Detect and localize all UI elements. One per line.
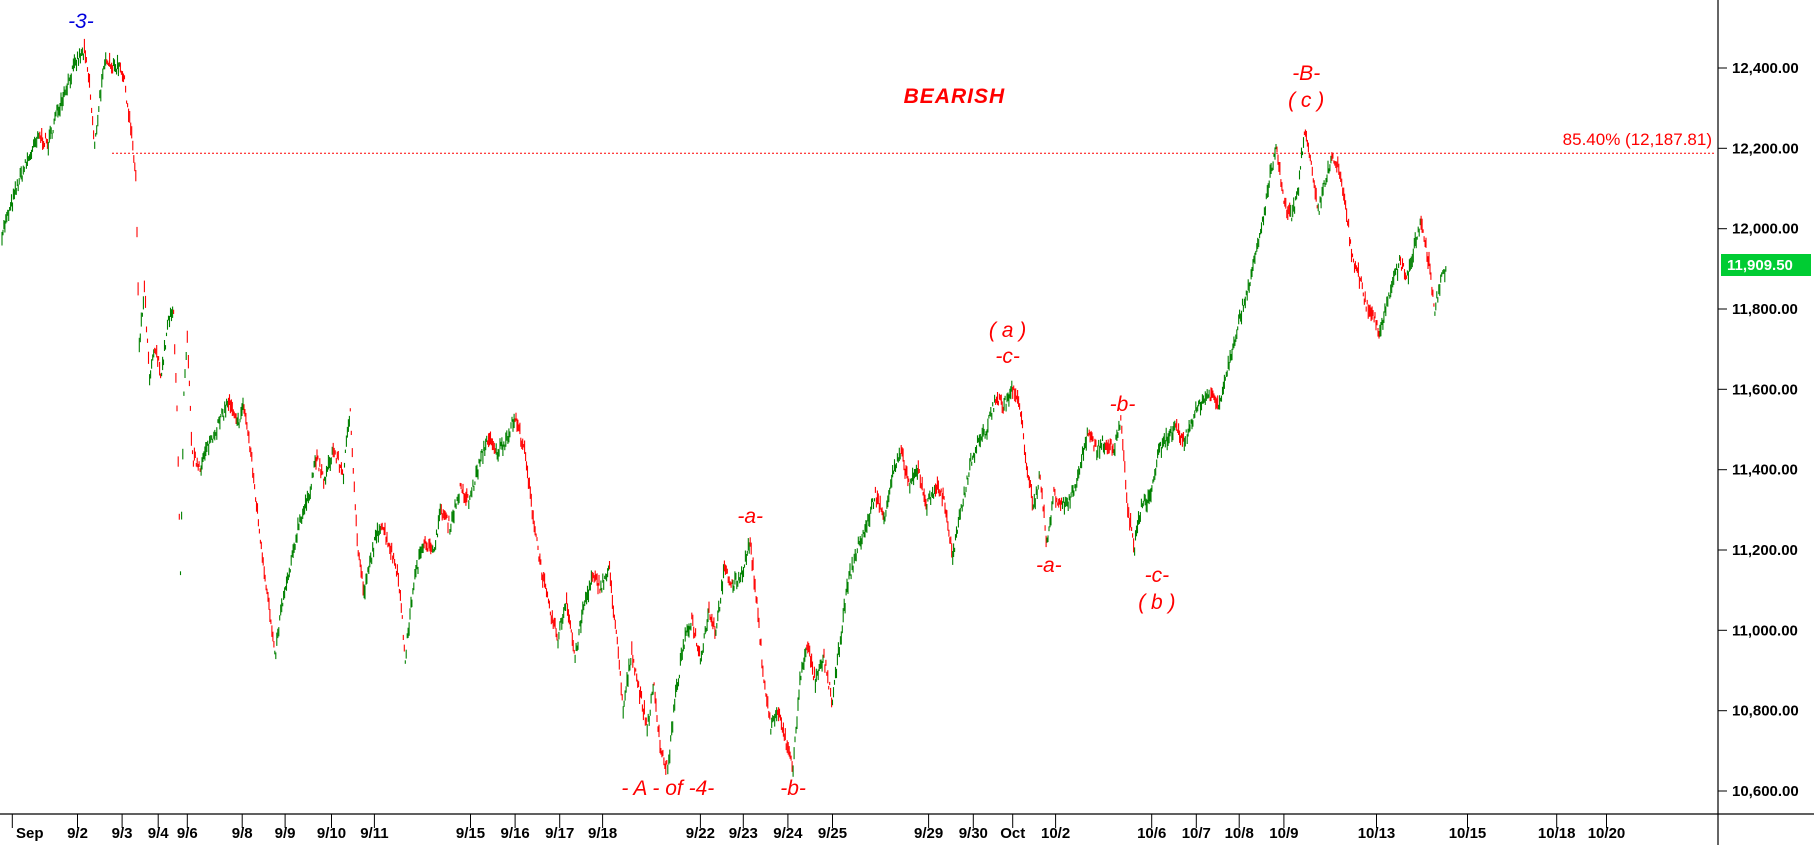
x-tick-label: 9/23	[729, 825, 758, 842]
x-tick-label: 10/8	[1225, 825, 1254, 842]
x-tick-label: Oct	[1000, 825, 1025, 842]
wave-label: ( c )	[1288, 89, 1324, 112]
x-tick-label: Sep	[16, 825, 44, 842]
wave-label: -3-	[68, 10, 94, 33]
y-tick-label: 11,000.00	[1732, 622, 1798, 639]
x-tick-label: 10/7	[1182, 825, 1211, 842]
wave-label: ( b )	[1138, 591, 1175, 614]
y-tick-label: 11,800.00	[1732, 301, 1798, 318]
y-tick-label: 10,800.00	[1732, 703, 1799, 720]
wave-label: - A - of -4-	[621, 777, 714, 800]
x-tick-label: 10/6	[1137, 825, 1166, 842]
y-tick-label: 12,200.00	[1732, 140, 1799, 157]
x-tick-label: 9/29	[914, 825, 943, 842]
x-tick-label: 10/13	[1358, 825, 1396, 842]
wave-label: -b-	[780, 777, 806, 800]
price-series	[1, 38, 1447, 777]
x-tick-label: 9/4	[148, 825, 170, 842]
x-tick-label: 10/2	[1041, 825, 1070, 842]
fibonacci-reference: 85.40% (12,187.81)	[112, 130, 1716, 154]
x-tick-label: 9/16	[500, 825, 529, 842]
wave-label: -b-	[1110, 393, 1136, 416]
y-tick-label: 11,200.00	[1732, 542, 1798, 559]
x-tick-label: 9/15	[456, 825, 485, 842]
wave-annotations: -3- BEARISH -B- ( c ) ( a ) -c- -b- -a- -a- -c- ( …	[68, 10, 1324, 800]
wave-label: -a-	[737, 505, 763, 528]
last-price-badge-bg	[1721, 254, 1811, 276]
y-tick-label: 11,600.00	[1732, 381, 1798, 398]
x-tick-label: 9/2	[67, 825, 88, 842]
wave-label: ( a )	[989, 319, 1026, 342]
x-tick-label: 9/9	[275, 825, 296, 842]
x-tick-label: 9/22	[686, 825, 715, 842]
y-tick-label: 12,400.00	[1732, 60, 1799, 77]
x-tick-label: 9/10	[317, 825, 346, 842]
x-tick-label: 9/11	[360, 825, 388, 842]
x-tick-label: 9/3	[112, 825, 133, 842]
x-tick-label: 10/9	[1269, 825, 1298, 842]
wave-label: -c-	[995, 345, 1020, 368]
y-tick-label: 12,000.00	[1732, 221, 1799, 238]
last-price-badge-label: 11,909.50	[1727, 257, 1793, 274]
bearish-label: BEARISH	[904, 85, 1006, 108]
last-price-badge: 11,909.50	[1721, 254, 1811, 276]
x-tick-label: 9/30	[959, 825, 988, 842]
wave-label: -c-	[1145, 564, 1170, 587]
x-tick-label: 9/18	[588, 825, 617, 842]
x-tick-label: 10/20	[1588, 825, 1626, 842]
fib-reference-label: 85.40% (12,187.81)	[1563, 130, 1712, 149]
x-tick-label: 9/25	[818, 825, 847, 842]
x-tick-label: 10/18	[1538, 825, 1576, 842]
y-tick-label: 11,400.00	[1732, 462, 1798, 479]
x-tick-label: 9/6	[177, 825, 198, 842]
x-tick-label: 9/8	[232, 825, 253, 842]
wave-label: -a-	[1036, 554, 1062, 577]
x-tick-label: 9/24	[773, 825, 803, 842]
x-tick-label: 10/15	[1449, 825, 1487, 842]
wave-label: -B-	[1292, 62, 1320, 85]
x-tick-label: 9/17	[545, 825, 574, 842]
y-tick-label: 10,600.00	[1732, 783, 1799, 800]
